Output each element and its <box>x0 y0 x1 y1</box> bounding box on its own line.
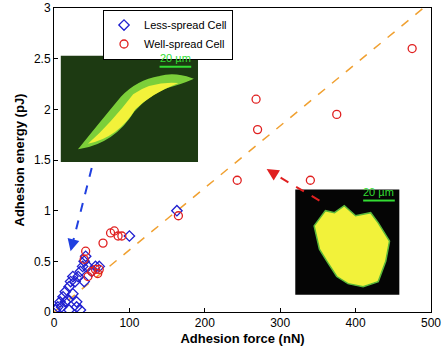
svg-text:20 µm: 20 µm <box>363 186 394 198</box>
svg-text:200: 200 <box>195 316 215 330</box>
svg-text:Adhesion energy (pJ): Adhesion energy (pJ) <box>12 94 27 227</box>
svg-text:1: 1 <box>44 204 51 218</box>
svg-text:0: 0 <box>51 316 58 330</box>
svg-text:2: 2 <box>44 103 51 117</box>
svg-text:100: 100 <box>119 316 139 330</box>
svg-text:0.5: 0.5 <box>34 255 51 269</box>
svg-text:0: 0 <box>44 305 51 319</box>
svg-text:400: 400 <box>346 316 366 330</box>
svg-text:Adhesion force (nN): Adhesion force (nN) <box>180 331 304 346</box>
svg-text:2.5: 2.5 <box>34 52 51 66</box>
svg-text:Well-spread Cell: Well-spread Cell <box>144 38 225 50</box>
svg-text:3: 3 <box>44 1 51 15</box>
svg-text:500: 500 <box>421 316 441 330</box>
svg-text:300: 300 <box>270 316 290 330</box>
svg-text:1.5: 1.5 <box>34 153 51 167</box>
svg-text:Less-spread Cell: Less-spread Cell <box>144 19 227 31</box>
svg-text:20 µm: 20 µm <box>160 52 191 64</box>
